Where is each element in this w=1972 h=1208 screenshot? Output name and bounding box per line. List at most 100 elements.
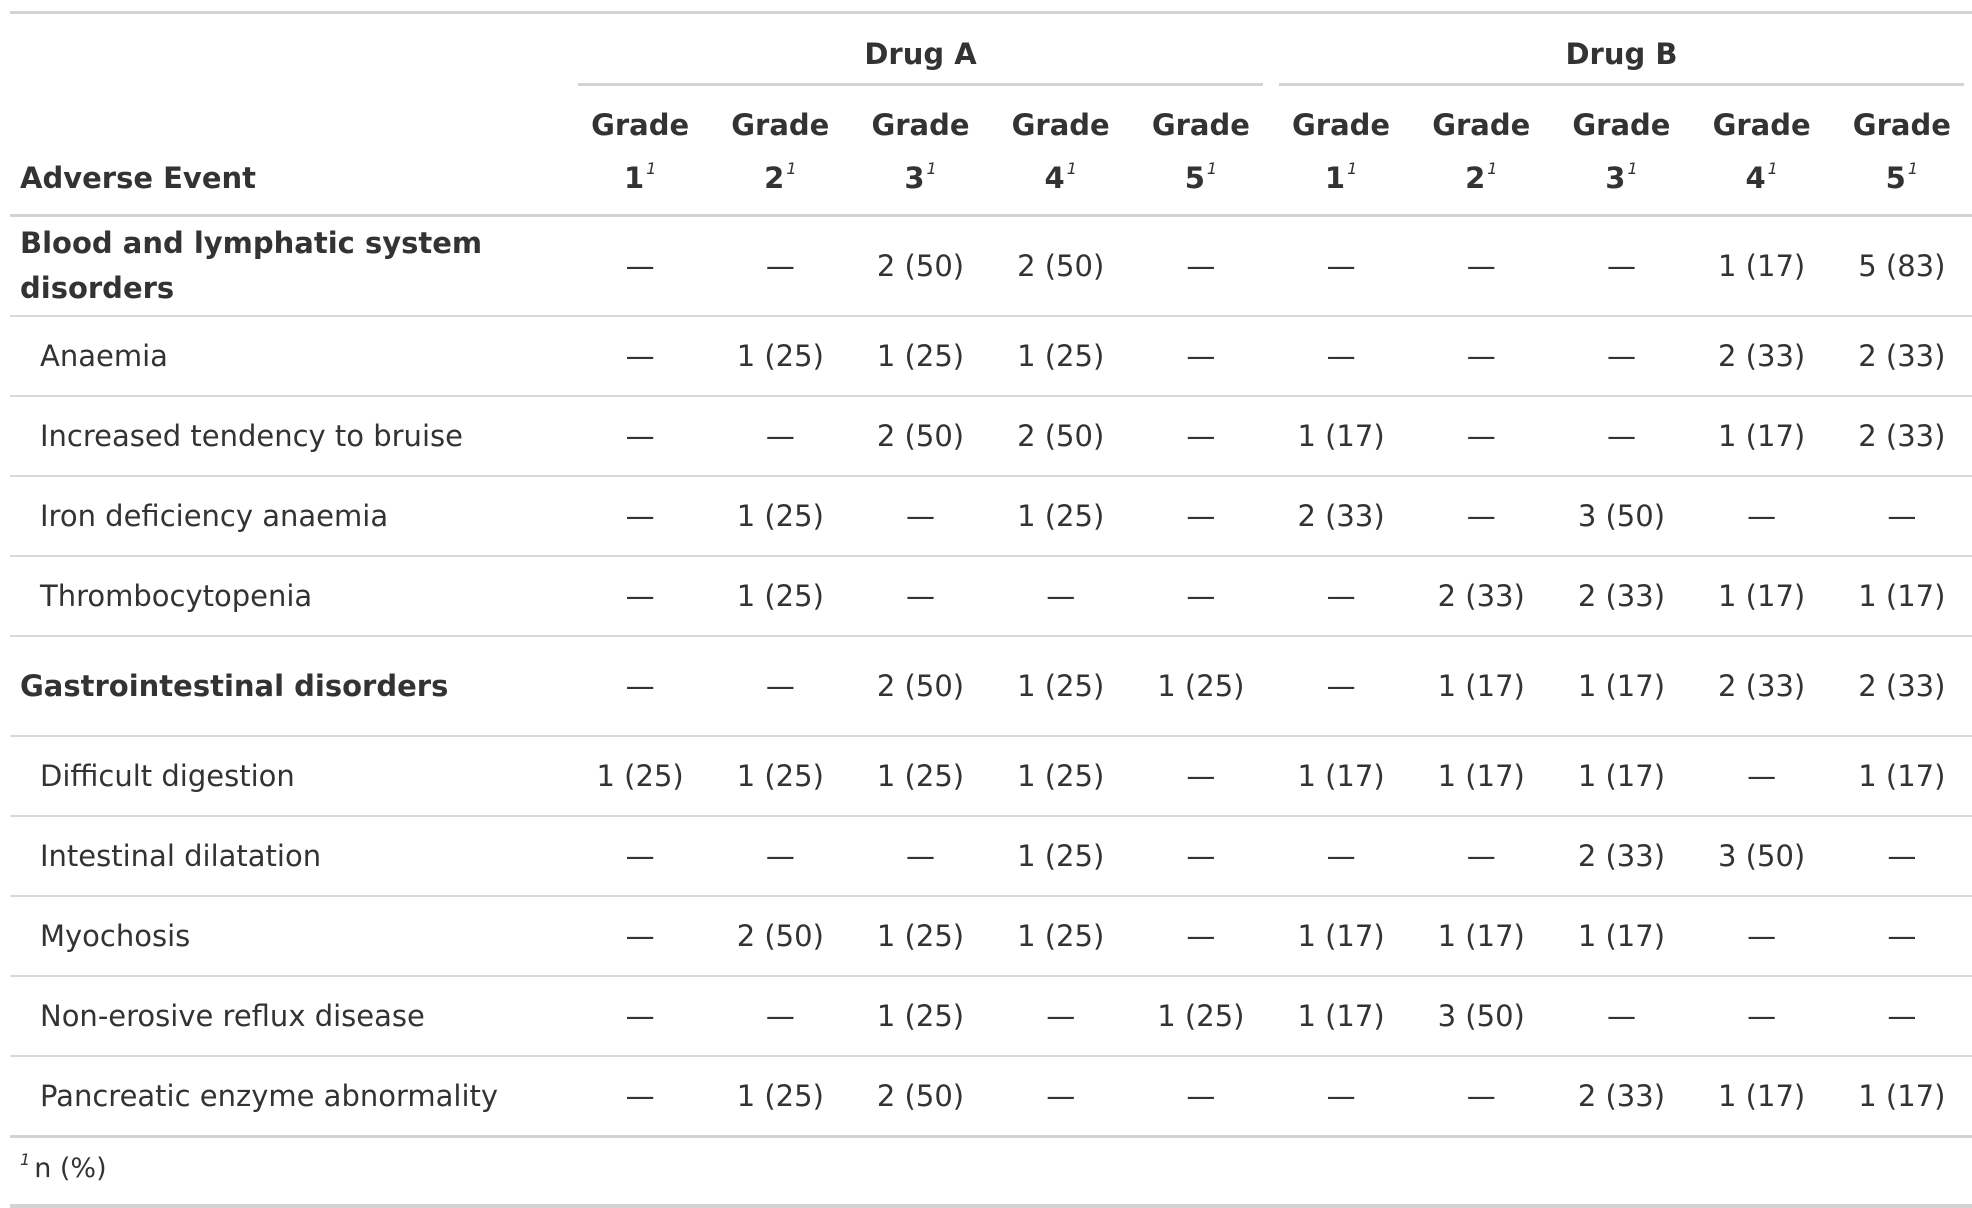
table-cell: — [1411, 396, 1552, 477]
top-rule [10, 11, 1972, 15]
table-cell: 1 (25) [1130, 976, 1271, 1057]
grade-word: Grade [871, 108, 970, 142]
table-cell: 2 (33) [1411, 556, 1552, 637]
column-header-grade: Grade 2 1 [1411, 86, 1552, 217]
table-row: Myochosis —2 (50) 1 (25) 1 (25) —1 (17) 1 (17… [10, 896, 1972, 977]
table-cell: — [570, 316, 711, 397]
row-label: Difficult digestion [10, 736, 571, 817]
footnote-mark: 1 [1347, 159, 1358, 178]
table-cell: 1 (17) [1270, 896, 1412, 977]
table-cell: 1 (25) [990, 736, 1131, 817]
row-label: Thrombocytopenia [10, 556, 571, 637]
table-cell: 1 (17) [1551, 896, 1692, 977]
table-cell: 1 (25) [990, 476, 1131, 557]
table-cell: — [1130, 556, 1271, 637]
row-label: Increased tendency to bruise [10, 396, 571, 477]
table-cell: — [710, 396, 851, 477]
table-cell: 1 (25) [710, 316, 851, 397]
grade-number: 2 [764, 161, 785, 195]
group-label: Gastrointestinal disorders [10, 636, 571, 737]
table-cell: — [710, 816, 851, 897]
table-cell: — [710, 976, 851, 1057]
table-cell: 2 (50) [850, 1056, 991, 1138]
table-cell: 1 (17) [1551, 736, 1692, 817]
table-cell: 2 (50) [850, 396, 991, 477]
row-label: Anaemia [10, 316, 571, 397]
table-cell: — [570, 476, 711, 557]
table-cell: — [1831, 816, 1972, 897]
table-cell: — [1831, 976, 1972, 1057]
grade-number: 4 [1044, 161, 1065, 195]
grade-word: Grade [1292, 108, 1391, 142]
table-cell: — [1270, 556, 1412, 637]
grade-word: Grade [591, 108, 690, 142]
table-cell: 2 (50) [990, 396, 1131, 477]
table-cell: 1 (25) [990, 896, 1131, 977]
adverse-event-table-container: Drug A Drug B Adverse Event Grade 1 1 Grade… [10, 11, 1972, 1208]
column-header-grade: Grade 5 1 [1831, 86, 1972, 217]
column-header-grade: Grade 4 1 [990, 86, 1131, 217]
table-cell: 2 (50) [710, 896, 851, 977]
row-label: Intestinal dilatation [10, 816, 571, 897]
table-cell: — [1691, 476, 1832, 557]
table-cell: — [1270, 316, 1412, 397]
column-header-grade: Grade 5 1 [1130, 86, 1271, 217]
row-label: Pancreatic enzyme abnormality [10, 1056, 571, 1138]
table-cell: — [1691, 736, 1832, 817]
table-cell: — [1130, 396, 1271, 477]
grade-number: 3 [1605, 161, 1626, 195]
table-cell: 1 (17) [1270, 396, 1412, 477]
grade-word: Grade [1011, 108, 1110, 142]
spanner-drug-a: Drug A [570, 14, 1271, 86]
table-cell: — [1411, 816, 1552, 897]
table-cell: 1 (25) [710, 736, 851, 817]
table-cell: — [1130, 316, 1271, 397]
table-cell: — [570, 896, 711, 977]
footnote-mark: 1 [20, 1150, 31, 1169]
table-cell: 2 (33) [1831, 636, 1972, 737]
table-cell: — [1411, 476, 1552, 557]
table-cell: — [1831, 476, 1972, 557]
footnote-mark: 1 [926, 159, 937, 178]
table-cell: — [850, 556, 991, 637]
table-cell: — [1831, 896, 1972, 977]
column-header-adverse-event: Adverse Event [10, 86, 571, 217]
table-cell: 1 (25) [850, 896, 991, 977]
footnote-mark: 1 [1487, 159, 1498, 178]
table-cell: — [570, 556, 711, 637]
grade-word: Grade [1151, 108, 1250, 142]
table-cell: 1 (25) [850, 316, 991, 397]
table-cell: 1 (17) [1691, 396, 1832, 477]
table-cell: 2 (33) [1691, 636, 1832, 737]
column-header-grade: Grade 3 1 [850, 86, 991, 217]
table-cell: 1 (17) [1831, 1056, 1972, 1138]
table-cell: — [1130, 215, 1271, 317]
table-cell: 1 (17) [1411, 736, 1552, 817]
table-cell: 1 (17) [1551, 636, 1692, 737]
group-label: Blood and lymphatic system disorders [10, 215, 571, 317]
group-row: Gastrointestinal disorders — —2 (50) 1 (25)… [10, 636, 1972, 737]
column-header-grade: Grade 1 1 [570, 86, 711, 217]
table-cell: — [990, 1056, 1131, 1138]
table-cell: — [710, 215, 851, 317]
table-cell: — [710, 636, 851, 737]
table-row: Iron deficiency anaemia —1 (25) —1 (25) —2 … [10, 476, 1972, 557]
table-cell: — [1691, 896, 1832, 977]
table-cell: 1 (25) [850, 976, 991, 1057]
table-cell: 2 (33) [1270, 476, 1412, 557]
grade-number: 3 [904, 161, 925, 195]
table-cell: — [570, 215, 711, 317]
column-header-grade: Grade 1 1 [1270, 86, 1412, 217]
table-cell: 1 (25) [990, 316, 1131, 397]
table-cell: 3 (50) [1691, 816, 1832, 897]
table-cell: — [850, 816, 991, 897]
grade-word: Grade [1572, 108, 1671, 142]
